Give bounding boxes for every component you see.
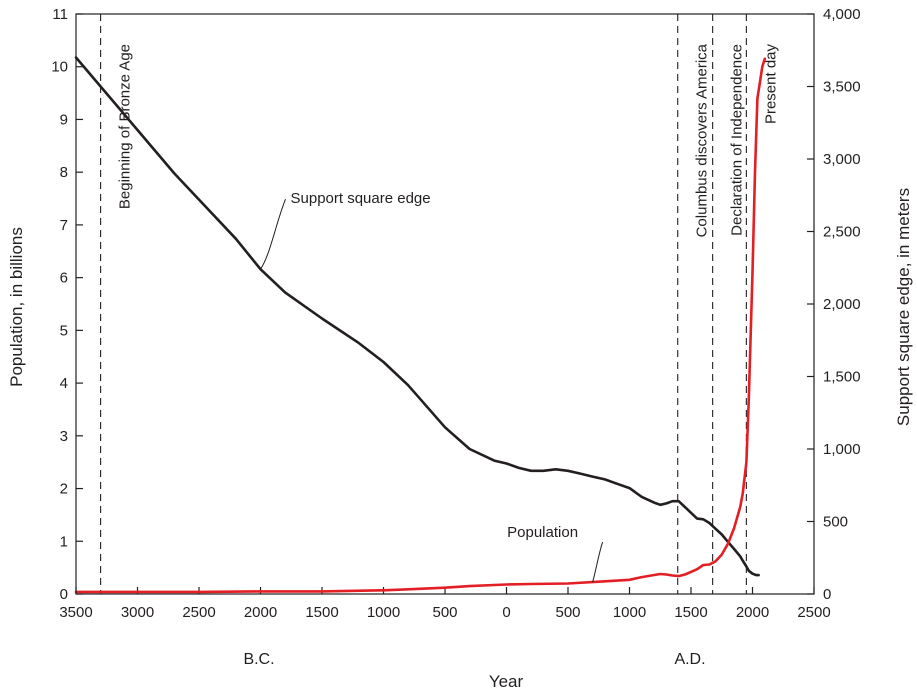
series-line-0: [74, 56, 760, 577]
left-y-tick-label-6: 6: [60, 270, 68, 287]
plot-frame-rect: [75, 13, 815, 595]
left-y-tick-label-5: 5: [60, 322, 68, 339]
x-tick-label-3: 2000: [244, 604, 277, 621]
x-axis-ticks: 3500 3000 2500 2000 1500 1000 500 0 500 1000 1500 2…: [59, 587, 831, 621]
right-y-tick-label-1: 500: [823, 514, 848, 531]
right-y-axis-ticks: 0 500 1,000 1,500 2,000 2,500 3,000 3,500 4,000: [807, 6, 861, 603]
left-y-tick-label-1: 1: [60, 533, 68, 550]
right-y-tick-label-6: 3,000: [823, 151, 861, 168]
left-y-tick-label-11: 11: [52, 6, 68, 23]
left-y-tick-label-2: 2: [60, 481, 68, 498]
right-y-axis-title: Support square edge, in meters: [894, 188, 913, 426]
annotation-label-0: Support square edge: [291, 190, 431, 207]
left-y-tick-label-4: 4: [60, 375, 68, 392]
plot-frame: [75, 13, 815, 595]
x-tick-label-9: 1000: [613, 604, 646, 621]
annotation-label-1: Population: [507, 524, 578, 541]
right-y-tick-label-3: 1,500: [823, 369, 861, 386]
left-y-tick-label-7: 7: [60, 217, 68, 234]
series-group: [74, 56, 767, 594]
x-axis-title: Year: [489, 672, 524, 691]
x-tick-label-12: 2500: [797, 604, 830, 621]
annotation-leader-1: [592, 541, 604, 583]
left-y-tick-label-0: 0: [60, 586, 68, 603]
right-y-tick-label-7: 3,500: [823, 79, 861, 96]
x-era-label-ad: A.D.: [674, 651, 705, 668]
right-y-tick-label-8: 4,000: [823, 6, 861, 23]
x-tick-label-0: 3500: [59, 604, 92, 621]
event-label-3: Present day: [762, 44, 779, 125]
right-y-tick-label-2: 1,000: [823, 441, 861, 458]
right-y-tick-label-0: 0: [823, 586, 831, 603]
x-tick-label-8: 500: [555, 604, 580, 621]
x-tick-label-2: 2500: [182, 604, 215, 621]
event-label-1: Columbus discovers America: [694, 43, 711, 237]
event-label-0: Beginning of Bronze Age: [117, 44, 134, 209]
x-tick-label-11: 2000: [736, 604, 769, 621]
x-tick-label-5: 1000: [367, 604, 400, 621]
left-y-tick-label-9: 9: [60, 111, 68, 128]
event-label-2: Declaration of Independence: [729, 44, 746, 236]
x-tick-label-6: 500: [432, 604, 457, 621]
x-tick-label-7: 0: [502, 604, 510, 621]
left-y-axis-ticks: 0 1 2 3 4 5 6 7 8 9 10 11: [51, 6, 83, 603]
annotation-leader-0: [260, 199, 286, 270]
x-tick-label-1: 3000: [121, 604, 154, 621]
x-tick-label-10: 1500: [674, 604, 707, 621]
left-y-tick-label-8: 8: [60, 164, 68, 181]
left-y-axis-title: Population, in billions: [7, 227, 26, 387]
left-y-tick-label-10: 10: [51, 59, 68, 76]
x-era-label-bc: B.C.: [243, 651, 274, 668]
right-y-tick-label-5: 2,500: [823, 224, 861, 241]
left-y-tick-label-3: 3: [60, 428, 68, 445]
event-lines: Beginning of Bronze Age Columbus discover…: [100, 14, 779, 594]
annotations: Support square edge Population: [260, 190, 604, 583]
series-line-1: [74, 57, 767, 594]
x-tick-label-4: 1500: [305, 604, 338, 621]
right-y-tick-label-4: 2,000: [823, 296, 861, 313]
